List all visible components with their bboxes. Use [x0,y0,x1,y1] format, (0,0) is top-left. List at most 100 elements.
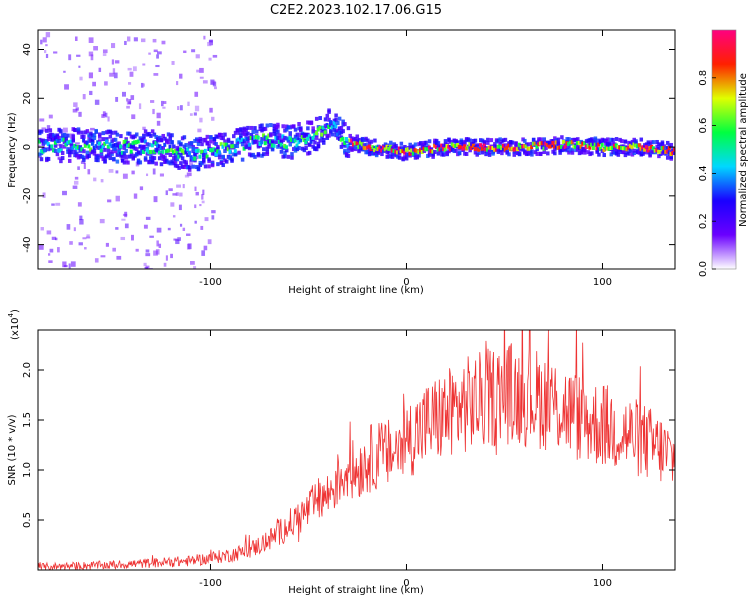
spectrogram-cell [383,147,387,152]
spectrogram-speckle [156,112,161,119]
spectrogram-speckle [195,191,199,196]
spectrogram-cell [487,152,492,157]
spectrogram-cell [505,148,509,153]
spectrogram-cell [434,141,439,146]
spectrogram-cell [489,145,493,150]
spectrogram-cell [73,149,77,154]
spectrogram-cell [413,142,418,147]
spectrogram-cell [487,147,492,152]
spectrogram-cell [567,141,571,146]
spectrogram-cell [191,146,195,151]
spectrogram-cell [300,146,305,151]
spectrogram-cell [124,142,128,147]
spectrogram-cell [136,139,140,144]
spectrogram-speckle [78,111,82,117]
spectrogram-speckle [187,243,192,250]
spectrogram-cell [434,145,438,150]
spectrogram-cell [254,129,259,134]
spectrogram-cell [168,152,173,157]
spectrogram-cell [346,153,351,158]
spectrogram-speckle [47,253,51,256]
spectrogram-cell [623,139,628,144]
spectrogram-cell [644,145,648,150]
spectrogram-speckle [201,200,205,204]
spectrogram-cell [187,151,191,156]
spectrogram-cell [50,132,54,137]
spectrogram-cell [110,149,114,154]
spectrogram-cell [403,148,407,153]
spectrogram-cell [662,149,666,154]
spectrogram-cell [135,147,139,152]
spectrogram-cell [577,146,582,151]
spectrogram-cell [320,135,324,140]
spectrogram-speckle [148,52,151,55]
spectrogram-cell [120,150,124,155]
spectrogram-cell [431,149,435,154]
spectrogram-cell [404,147,408,152]
spectrogram-cell [145,151,150,156]
spectrogram-cell [110,144,114,149]
spectrogram-cell [302,137,306,142]
spectrogram-cell [110,139,114,144]
spectrogram-cell [419,141,423,146]
spectrogram-cell [239,139,243,144]
spectrogram-cell [85,150,90,155]
spectrogram-speckle [42,192,46,198]
spectrogram-cell [133,153,137,158]
spectrogram-cell [48,132,53,137]
spectrogram-cell [516,147,520,152]
spectrogram-cell [230,158,234,163]
spectrogram-cell [281,154,285,159]
spectrogram-cell [224,159,229,164]
spectrogram-cell [359,146,363,151]
spectrogram-speckle [194,186,197,192]
spectrogram-cell [374,153,379,158]
spectrogram-cell [142,134,146,139]
spectrogram-speckle [49,248,54,253]
spectrogram-speckle [144,266,149,269]
spectrogram-cell [510,146,514,151]
spectrogram-cell [219,160,224,165]
spectrogram-cell [420,142,425,147]
spectrogram-cell [650,140,654,145]
spectrogram-speckle [124,40,127,46]
spectrogram-cell [240,130,245,135]
spectrogram-cell [99,144,104,149]
spectrogram-cell [154,147,158,152]
spectrogram-cell [156,143,160,148]
spectrogram-cell [367,152,372,157]
spectrogram-cell [403,150,407,155]
spectrogram-cell [173,159,178,164]
spectrogram-speckle [211,116,215,121]
spectrogram-speckle [80,160,86,164]
spectrogram-speckle [128,82,132,85]
spectrogram-cell [468,148,472,153]
spectrogram-cell [380,146,384,151]
spectrogram-speckle [57,157,62,160]
spectrogram-cell [55,133,60,138]
spectrogram-cell [135,140,139,145]
spectrogram-cell [508,140,513,145]
spectrogram-cell [565,141,569,146]
spectrogram-cell [651,140,656,145]
spectrogram-cell [343,140,347,145]
spectrogram-cell [665,149,669,154]
spectrogram-cell [351,137,356,142]
spectrogram-cell [546,151,550,156]
spectrogram-cell [198,136,203,141]
spectrogram-cell [224,142,228,147]
spectrogram-speckle [202,189,205,196]
spectrogram-cell [538,141,542,146]
spectrogram-speckle [88,51,94,57]
spectrogram-cell [332,123,337,128]
spectrogram-cell [339,135,344,140]
spectrogram-cell [94,157,98,162]
spectrogram-cell [279,144,284,149]
spectrogram-cell [500,146,504,151]
spectrogram-cell [473,146,477,151]
spectrogram-speckle [79,215,83,221]
spectrogram-cell [202,155,206,160]
spectrogram-cell [97,139,102,144]
spectrogram-cell [129,149,133,154]
spectrogram-cell [403,155,407,160]
